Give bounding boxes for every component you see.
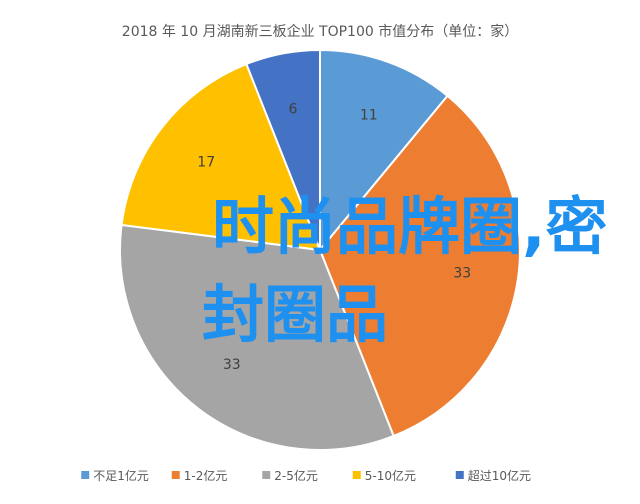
data-label-5: 6	[289, 102, 298, 118]
data-label-4: 17	[197, 155, 215, 171]
legend-label-1: 不足1亿元	[93, 468, 149, 483]
chart-title: 2018 年 10 月湖南新三板企业 TOP100 市值分布（单位：家）	[122, 23, 518, 40]
legend-swatch-4	[352, 471, 361, 479]
data-label-3: 33	[223, 357, 241, 373]
overlay-line-1: 时尚品牌圈,密	[212, 190, 608, 263]
legend-label-5: 超过10亿元	[468, 468, 531, 483]
legend-label-3: 2-5亿元	[274, 468, 318, 483]
pie-slices	[119, 48, 521, 451]
data-label-1: 11	[360, 108, 378, 124]
overlay-line-2: 封圈品	[202, 278, 388, 351]
watermark-overlay: 时尚品牌圈,密 封圈品	[202, 190, 608, 351]
pie-slice-3	[119, 223, 395, 451]
legend-swatch-2	[171, 471, 180, 479]
slice-labels: 11 33 33 17 6	[197, 102, 471, 373]
pie-slice-1	[319, 48, 449, 253]
legend-swatch-1	[81, 471, 90, 479]
legend: 不足1亿元 1-2亿元 2-5亿元 5-10亿元 超过10亿元	[81, 468, 531, 483]
legend-label-4: 5-10亿元	[365, 468, 416, 483]
legend-swatch-5	[455, 471, 464, 479]
data-label-2: 33	[453, 266, 471, 282]
legend-swatch-3	[262, 471, 271, 479]
pie-slice-2	[318, 94, 521, 438]
pie-slice-4	[120, 62, 322, 252]
pie-slice-5	[245, 48, 321, 251]
legend-label-2: 1-2亿元	[184, 468, 228, 483]
